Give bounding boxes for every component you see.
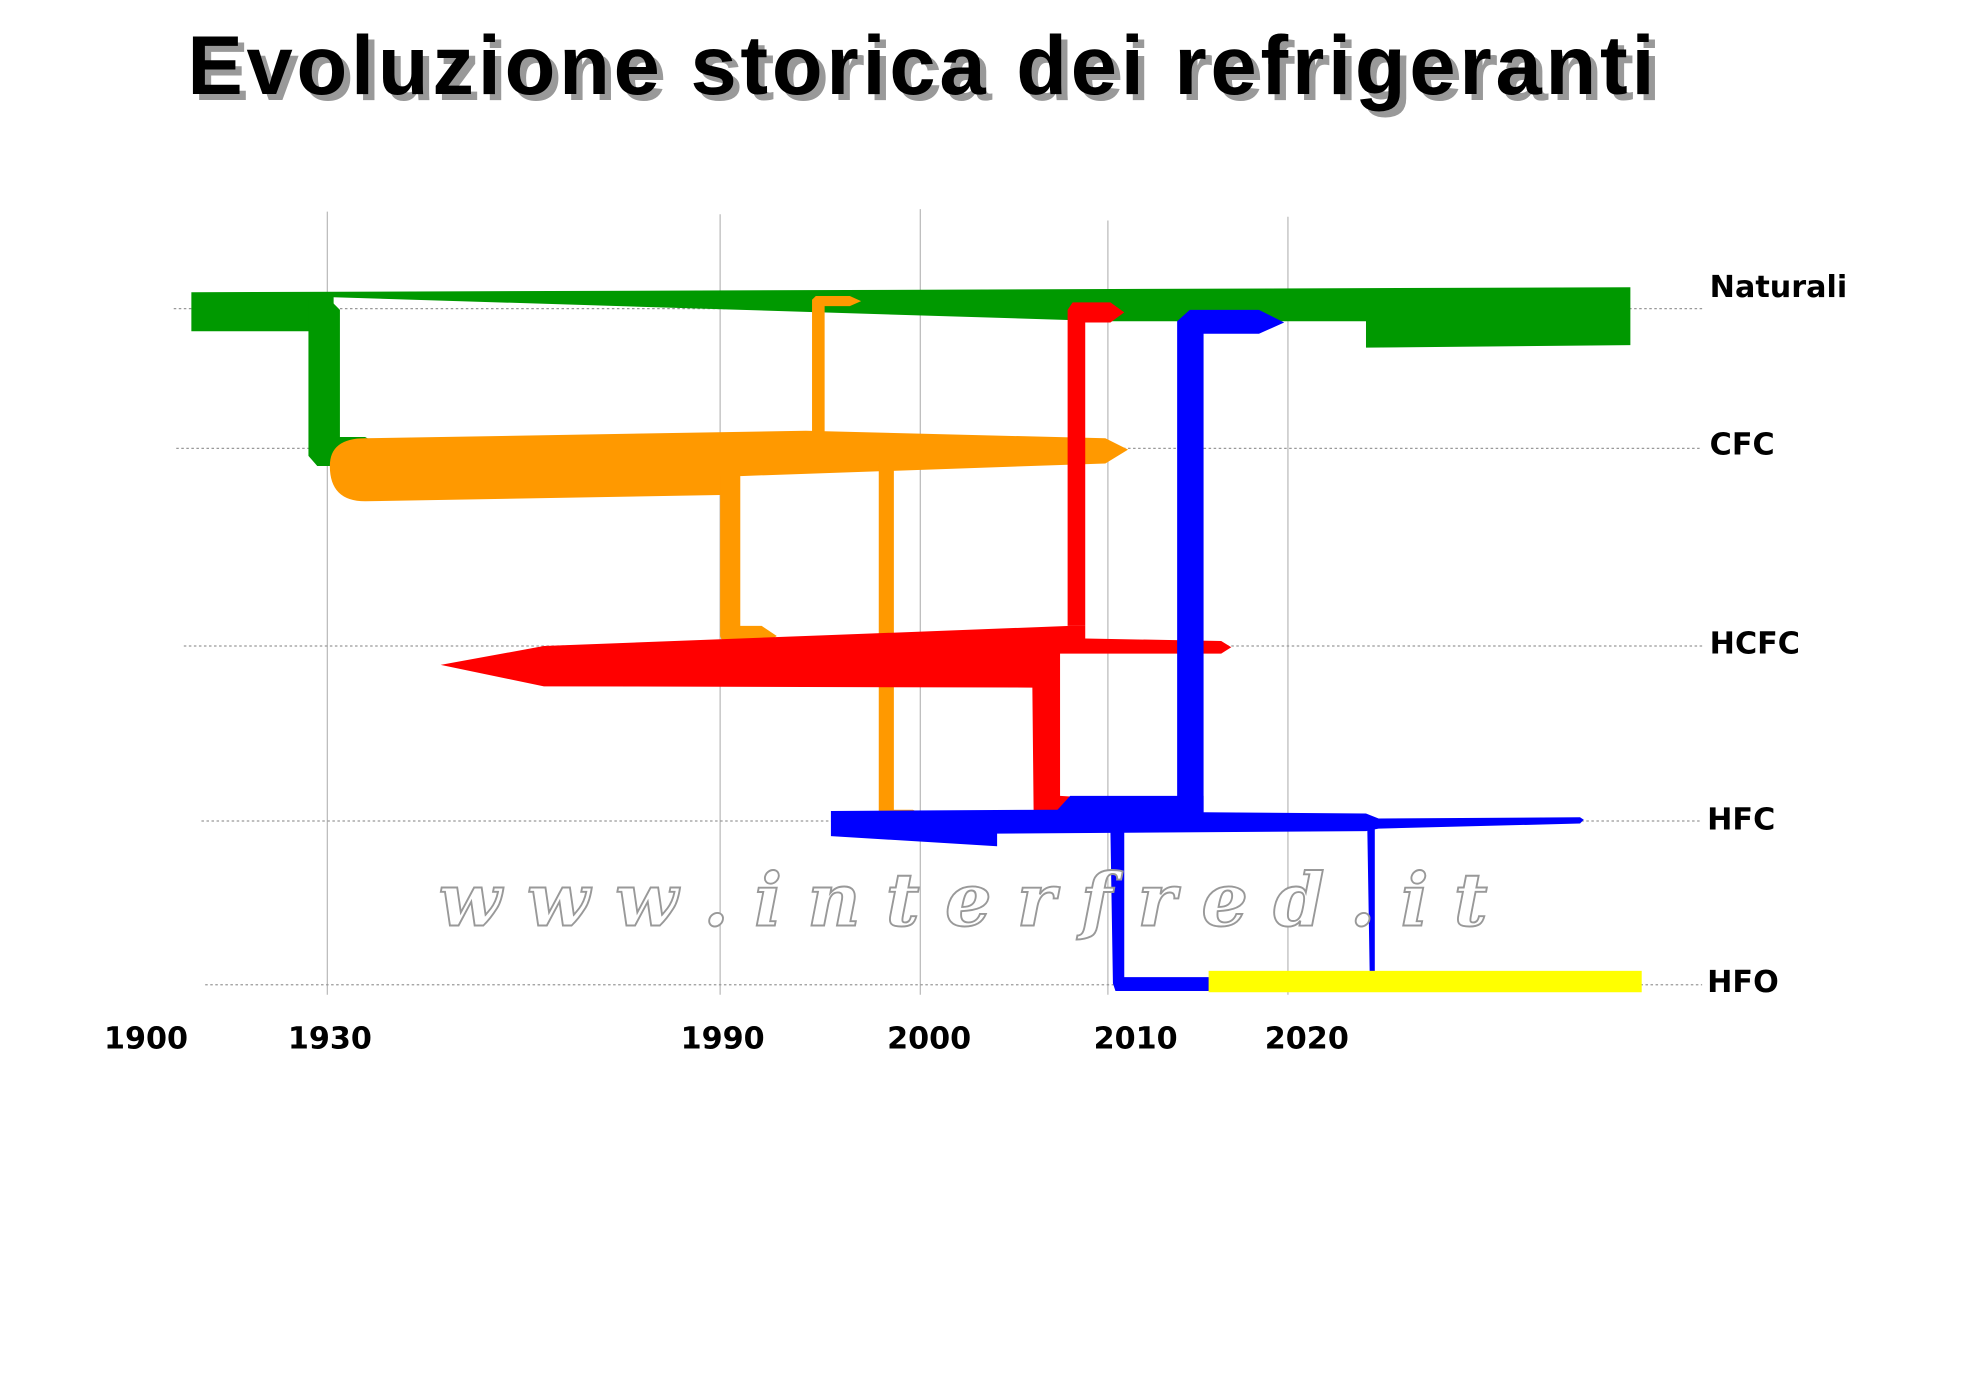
watermark: w w w . i n t e r f r e d . i t — [439, 858, 1488, 944]
year-label: 2000 — [887, 1022, 971, 1057]
hfc-to-naturali — [1177, 309, 1285, 813]
hfo-band — [1208, 970, 1642, 993]
flows — [191, 287, 1642, 993]
cfc-band — [329, 430, 1129, 502]
year-label: 1990 — [681, 1022, 765, 1057]
row-label: HFC — [1707, 803, 1775, 838]
hcfc-band — [440, 625, 1232, 820]
cfc-to-naturali — [812, 296, 862, 441]
cfc-to-hcfc — [720, 476, 777, 647]
naturali-band — [191, 287, 1631, 348]
year-label: 2010 — [1094, 1022, 1178, 1057]
row-label: HFO — [1707, 965, 1779, 1000]
title-shadow: Evoluzione storica dei refrigeranti — [194, 25, 1665, 118]
hfc-to-hfo — [1367, 824, 1403, 979]
row-label: HCFC — [1710, 626, 1800, 661]
hcfc-to-naturali — [1067, 302, 1125, 626]
row-label: CFC — [1710, 427, 1775, 462]
year-label: 1900 — [104, 1022, 188, 1057]
year-label: 2020 — [1265, 1022, 1349, 1057]
row-label: Naturali — [1710, 270, 1848, 305]
naturali-to-cfc — [308, 299, 391, 466]
cfc-to-hfc — [878, 463, 926, 820]
title: Evoluzione storica dei refrigeranti — [187, 19, 1658, 112]
hfc-to-hfo — [1110, 831, 1214, 991]
hfc-band — [830, 795, 1584, 847]
year-label: 1930 — [288, 1022, 372, 1057]
